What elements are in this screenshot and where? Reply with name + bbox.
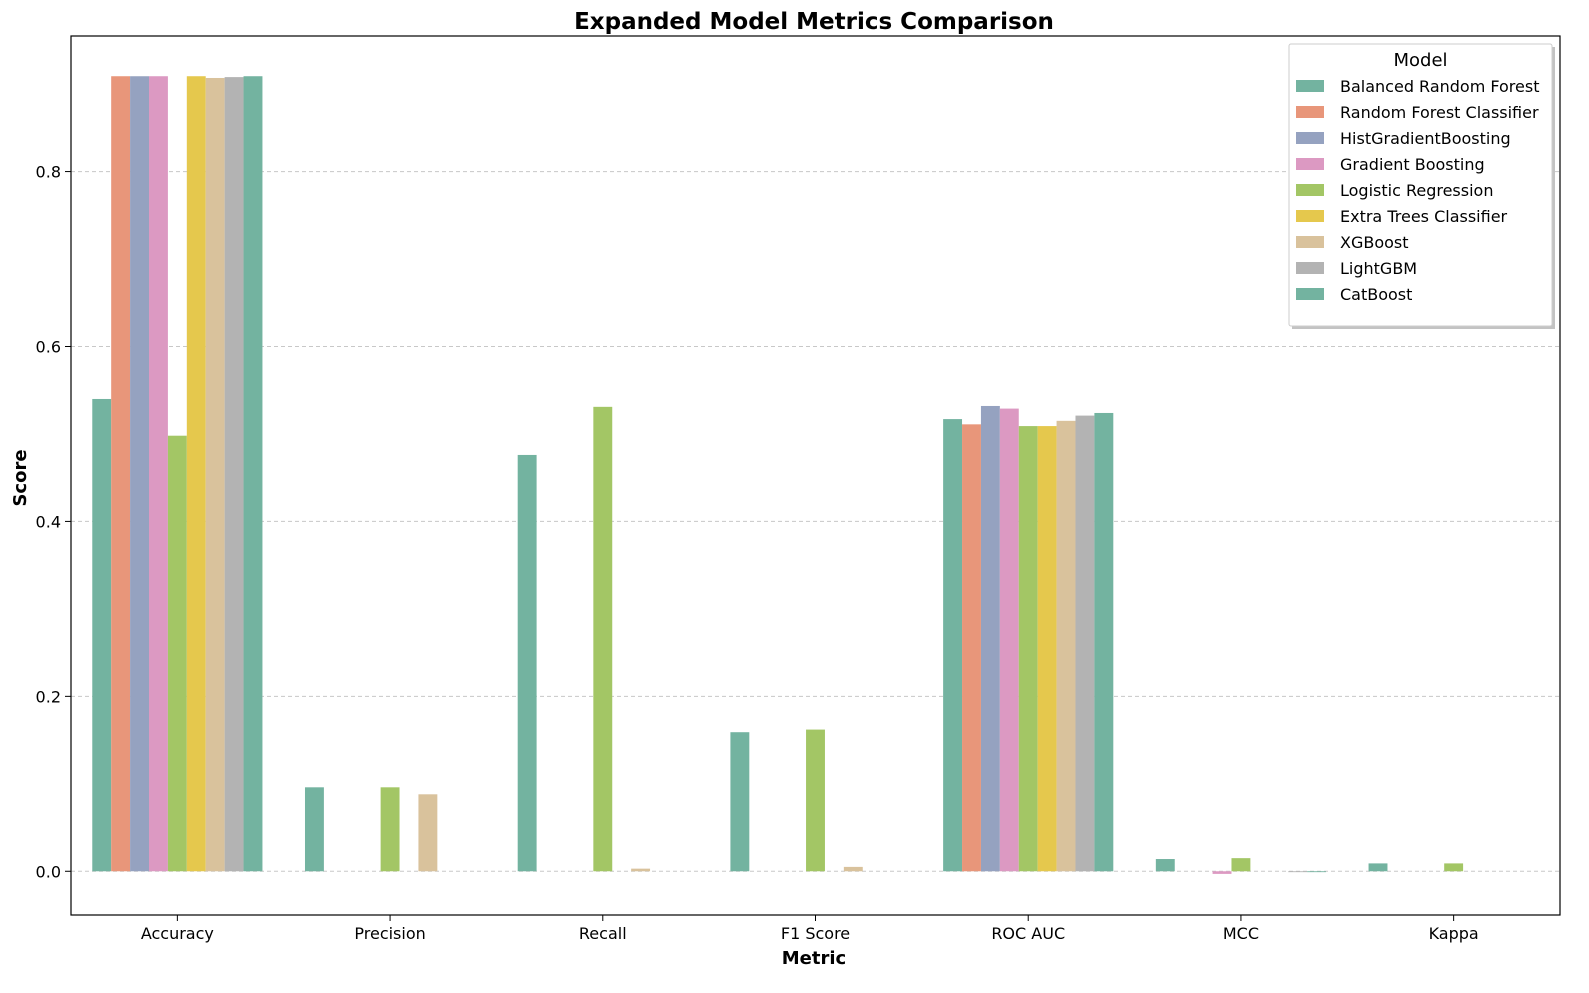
bar <box>593 406 613 872</box>
bar <box>111 76 131 872</box>
bar <box>130 76 149 872</box>
bar <box>1231 858 1251 872</box>
bar <box>1155 859 1175 872</box>
bar <box>1307 871 1327 873</box>
x-tick-label: Kappa <box>1429 924 1479 943</box>
bar <box>92 398 112 872</box>
bar <box>418 794 438 872</box>
legend: Model Balanced Random Forest Random Forest… <box>1288 43 1555 329</box>
legend-label: Balanced Random Forest <box>1340 77 1539 96</box>
x-tick-label: MCC <box>1223 924 1259 943</box>
bar <box>1094 412 1114 872</box>
legend-swatch <box>1296 236 1324 248</box>
legend-label: Extra Trees Classifier <box>1340 207 1508 226</box>
legend-label: LightGBM <box>1340 259 1417 278</box>
axes: 0.0 0.2 0.4 0.6 0.8 Accuracy Precision Recall F1… <box>36 35 1561 943</box>
legend-swatch <box>1296 262 1324 274</box>
bar <box>1368 863 1388 872</box>
plot-frame <box>70 35 1561 916</box>
bar <box>186 76 206 872</box>
bar <box>1212 871 1232 874</box>
bar <box>730 732 750 872</box>
y-tick-label: 0.4 <box>36 512 61 531</box>
bar <box>205 77 225 872</box>
legend-box <box>1288 43 1553 327</box>
legend-label: Logistic Regression <box>1340 181 1493 200</box>
legend-title: Model <box>1393 50 1447 71</box>
bar <box>980 405 1000 872</box>
legend-label: Random Forest Classifier <box>1340 103 1539 122</box>
y-tick-label: 0.8 <box>36 163 61 182</box>
bar <box>943 419 963 872</box>
legend-label: CatBoost <box>1340 285 1412 304</box>
bar <box>1018 426 1038 872</box>
bar <box>843 866 863 872</box>
bar <box>1037 426 1057 872</box>
legend-label: Gradient Boosting <box>1340 155 1485 174</box>
bar <box>999 408 1019 872</box>
bar <box>962 424 981 872</box>
legend-swatch <box>1296 288 1324 300</box>
bar <box>243 76 263 872</box>
y-tick-label: 0.2 <box>36 687 61 706</box>
bar <box>1075 415 1095 872</box>
bar <box>631 868 651 872</box>
y-tick-label: 0.0 <box>36 862 61 881</box>
legend-label: HistGradientBoosting <box>1340 129 1511 148</box>
x-tick-label: Recall <box>579 924 627 943</box>
bar <box>167 435 187 872</box>
bar <box>148 76 168 872</box>
bar <box>224 77 244 872</box>
legend-swatch <box>1296 80 1324 92</box>
bar <box>1444 863 1464 872</box>
x-tick-label: Precision <box>354 924 425 943</box>
x-tick-label: Accuracy <box>141 924 214 943</box>
legend-swatch <box>1296 158 1324 170</box>
x-tick-label: ROC AUC <box>991 924 1065 943</box>
legend-swatch <box>1296 210 1324 222</box>
bar <box>1288 871 1308 873</box>
x-tick-label: F1 Score <box>781 924 850 943</box>
bar <box>1056 420 1076 872</box>
y-axis-label: Score <box>10 449 31 506</box>
bar <box>380 787 400 872</box>
legend-label: XGBoost <box>1340 233 1409 252</box>
bar <box>304 787 324 872</box>
bar <box>517 454 537 872</box>
bars <box>92 76 1464 874</box>
bar <box>806 729 825 872</box>
legend-swatch <box>1296 132 1324 144</box>
x-axis-label: Metric <box>782 948 846 969</box>
chart-title: Expanded Model Metrics Comparison <box>574 9 1054 35</box>
legend-swatch <box>1296 184 1324 196</box>
y-tick-label: 0.6 <box>36 337 61 356</box>
legend-swatch <box>1296 106 1324 118</box>
